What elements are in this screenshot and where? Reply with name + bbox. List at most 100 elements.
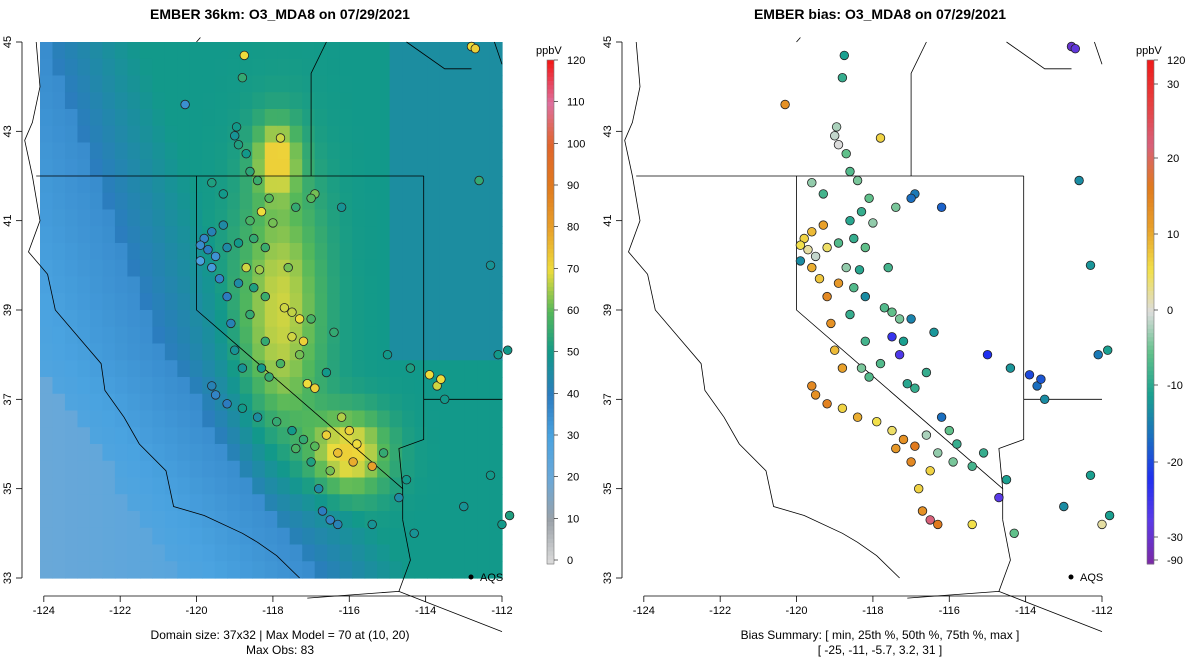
grid-cell <box>452 42 466 60</box>
grid-cell <box>214 58 228 77</box>
colorbar-segment <box>1147 207 1154 212</box>
grid-cell <box>477 209 491 227</box>
grid-cell <box>189 58 203 77</box>
grid-cell <box>389 561 403 579</box>
grid-cell <box>177 142 191 160</box>
grid-cell <box>414 477 428 495</box>
grid-cell <box>389 343 403 361</box>
bias-site-point <box>887 425 897 436</box>
grid-cell <box>277 209 291 227</box>
grid-cell <box>89 293 104 311</box>
grid-cell <box>414 176 428 194</box>
grid-cell <box>239 125 253 144</box>
grid-cell <box>164 192 178 211</box>
colorbar-segment <box>1147 127 1154 132</box>
grid-cell <box>264 259 278 278</box>
bias-site-point <box>833 238 844 248</box>
colorbar-segment <box>547 555 554 561</box>
bias-site-point <box>860 242 871 253</box>
grid-cell <box>489 92 503 110</box>
obs-site-point <box>264 193 274 204</box>
grid-cell <box>40 477 54 495</box>
grid-cell <box>252 377 266 395</box>
grid-cell <box>414 209 428 227</box>
grid-cell <box>477 360 491 378</box>
grid-cell <box>402 109 416 127</box>
colorbar-tick-label: 20 <box>1167 153 1179 165</box>
grid-cell <box>352 226 366 244</box>
legend-unit-label: ppbV <box>536 45 562 57</box>
grid-cell <box>114 326 129 345</box>
grid-cell <box>189 460 203 479</box>
grid-cell <box>177 326 191 345</box>
grid-cell <box>439 209 453 227</box>
grid-cell <box>102 477 116 495</box>
grid-cell <box>352 176 366 194</box>
grid-cell <box>77 109 91 127</box>
obs-site-point <box>344 425 355 436</box>
grid-cell <box>452 75 466 93</box>
colorbar-segment <box>547 274 554 279</box>
grid-cell <box>314 125 328 144</box>
colorbar-segment <box>1147 228 1154 233</box>
colorbar-segment <box>547 278 554 284</box>
obs-site-point <box>272 417 282 427</box>
obs-site-point <box>233 278 244 288</box>
bias-site-point <box>948 457 958 467</box>
grid-cell <box>364 176 378 194</box>
grid-cell <box>477 343 491 361</box>
colorbar-segment <box>1147 341 1154 347</box>
grid-cell <box>64 427 79 445</box>
grid-cell <box>389 42 403 60</box>
colorbar-segment <box>1147 181 1154 187</box>
grid-cell <box>327 226 341 244</box>
grid-cell <box>52 142 66 160</box>
grid-cell <box>389 75 403 93</box>
grid-cell <box>189 92 203 110</box>
grid-cell <box>289 42 303 60</box>
bias-site-point <box>852 412 863 422</box>
grid-cell <box>302 125 316 144</box>
colorbar-segment <box>1147 144 1154 149</box>
grid-cell <box>214 544 228 562</box>
grid-cell <box>77 192 91 211</box>
grid-cell <box>89 42 104 60</box>
colorbar-segment <box>547 131 554 137</box>
grid-cell <box>202 410 216 428</box>
grid-cell <box>40 92 54 110</box>
grid-cell <box>264 92 278 110</box>
bias-site-point <box>872 417 882 427</box>
grid-cell <box>452 209 466 227</box>
obs-site-point <box>252 175 263 186</box>
grid-cell <box>339 75 353 93</box>
obs-site-point <box>287 332 297 342</box>
grid-cell <box>214 226 228 244</box>
obs-site-point <box>214 274 225 284</box>
grid-cell <box>302 243 316 261</box>
grid-cell <box>427 176 441 194</box>
bias-points <box>780 41 1115 539</box>
grid-cell <box>452 192 466 211</box>
grid-cell <box>89 92 104 110</box>
grid-cell <box>227 427 241 445</box>
grid-cell <box>464 259 478 278</box>
grid-cell <box>239 176 253 194</box>
grid-cell <box>464 393 478 412</box>
colorbar-segment <box>547 165 554 170</box>
grid-cell <box>202 209 216 227</box>
colorbar-segment <box>1147 186 1154 191</box>
grid-cell <box>152 259 166 278</box>
bias-site-point <box>826 318 836 329</box>
grid-cell <box>152 226 166 244</box>
grid-cell <box>252 427 266 445</box>
grid-cell <box>102 142 116 160</box>
grid-cell <box>202 511 216 529</box>
grid-cell <box>452 92 466 110</box>
grid-cell <box>40 125 54 144</box>
grid-cell <box>89 326 104 345</box>
grid-cell <box>127 494 141 512</box>
grid-cell <box>64 343 79 361</box>
grid-cell <box>152 544 166 562</box>
grid-cell <box>377 393 391 412</box>
grid-cell <box>40 226 54 244</box>
